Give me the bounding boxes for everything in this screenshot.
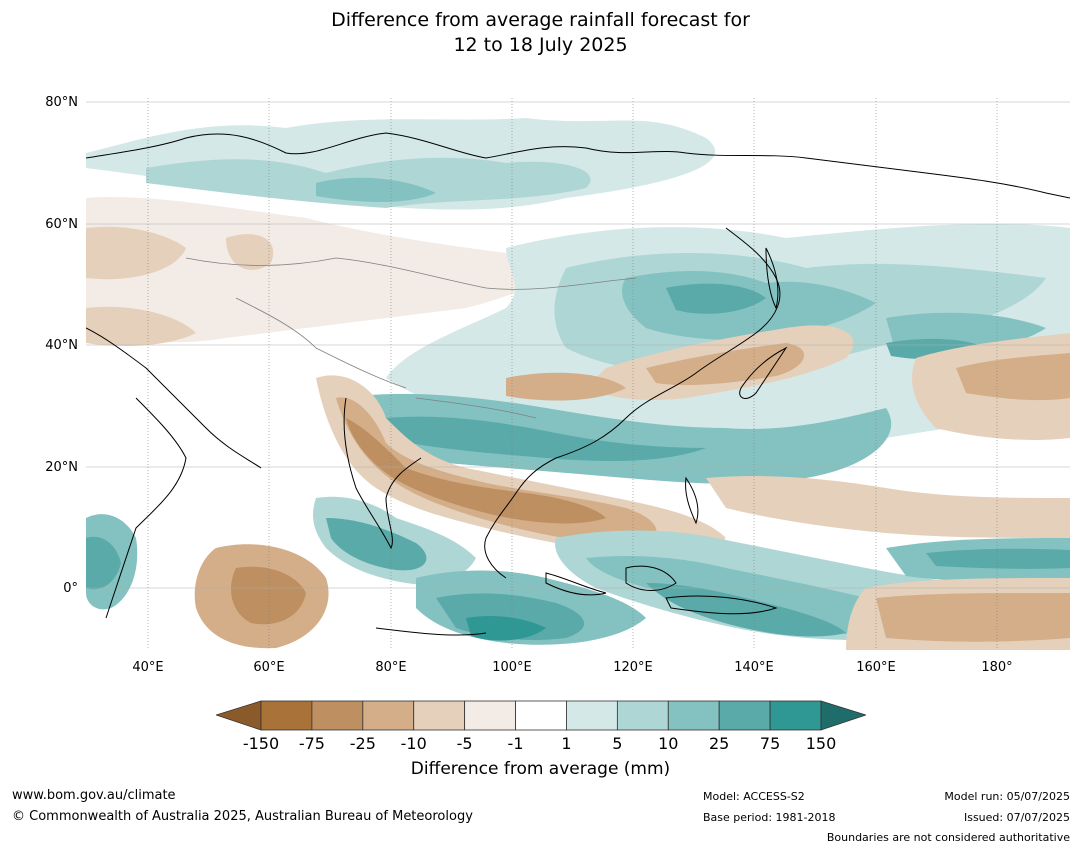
lon-label-180: 180° [981,660,1013,675]
colorbar-tick-label: -5 [456,734,473,753]
colorbar-tick-label: -75 [298,734,325,753]
footer-base-period: Base period: 1981-2018 [703,811,836,824]
colorbar-tick-label: -25 [349,734,376,753]
colorbar-segment [566,700,618,731]
colorbar-extend-high [820,700,866,731]
lon-label-40e: 40°E [132,660,164,675]
title-line-2: 12 to 18 July 2025 [453,34,628,56]
map-title: Difference from average rainfall forecas… [0,8,1081,58]
colorbar-segment [718,700,771,731]
footer-model-run: Model run: 05/07/2025 [944,790,1070,803]
colorbar-label: Difference from average (mm) [410,759,671,779]
colorbar-tick-label: 5 [612,734,623,753]
colorbar-segment [413,700,466,731]
footer-issued: Issued: 07/07/2025 [963,811,1070,824]
lon-label-60e: 60°E [253,660,285,675]
lat-label-20n: 20°N [45,460,78,475]
lon-label-100e: 100°E [492,660,532,675]
colorbar-segment [616,700,669,731]
lat-label-0: 0° [63,581,78,596]
lon-label-80e: 80°E [375,660,407,675]
lon-label-120e: 120°E [613,660,653,675]
footer-disclaimer: Boundaries are not considered authoritat… [826,831,1070,844]
colorbar-tick-label: -1 [507,734,524,753]
colorbar-tick-label: 10 [658,734,679,753]
rainfall-anomaly-map [86,98,1070,650]
colorbar-tick-label: -10 [400,734,427,753]
colorbar-tick-label: 1 [561,734,572,753]
colorbar-extend-low [216,700,262,731]
footer-copyright: © Commonwealth of Australia 2025, Austra… [12,809,473,824]
colorbar-segment [464,700,516,731]
colorbar-segment [769,700,822,731]
lon-label-160e: 160°E [856,660,896,675]
colorbar-segment [667,700,720,731]
colorbar-segment [362,700,415,731]
footer-url: www.bom.gov.au/climate [12,788,176,803]
lat-label-80n: 80°N [45,95,78,110]
colorbar-tick-label: -150 [242,734,280,753]
colorbar [216,700,866,731]
colorbar-segment [311,700,364,731]
lat-label-40n: 40°N [45,338,78,353]
lon-label-140e: 140°E [734,660,774,675]
colorbar-tick-label: 150 [805,734,837,753]
colorbar-segment [515,700,567,731]
colorbar-tick-label: 25 [708,734,730,753]
colorbar-tick-label: 75 [759,734,781,753]
footer-model: Model: ACCESS-S2 [703,790,805,803]
lat-label-60n: 60°N [45,217,78,232]
colorbar-segment [260,700,313,731]
title-line-1: Difference from average rainfall forecas… [331,9,750,31]
